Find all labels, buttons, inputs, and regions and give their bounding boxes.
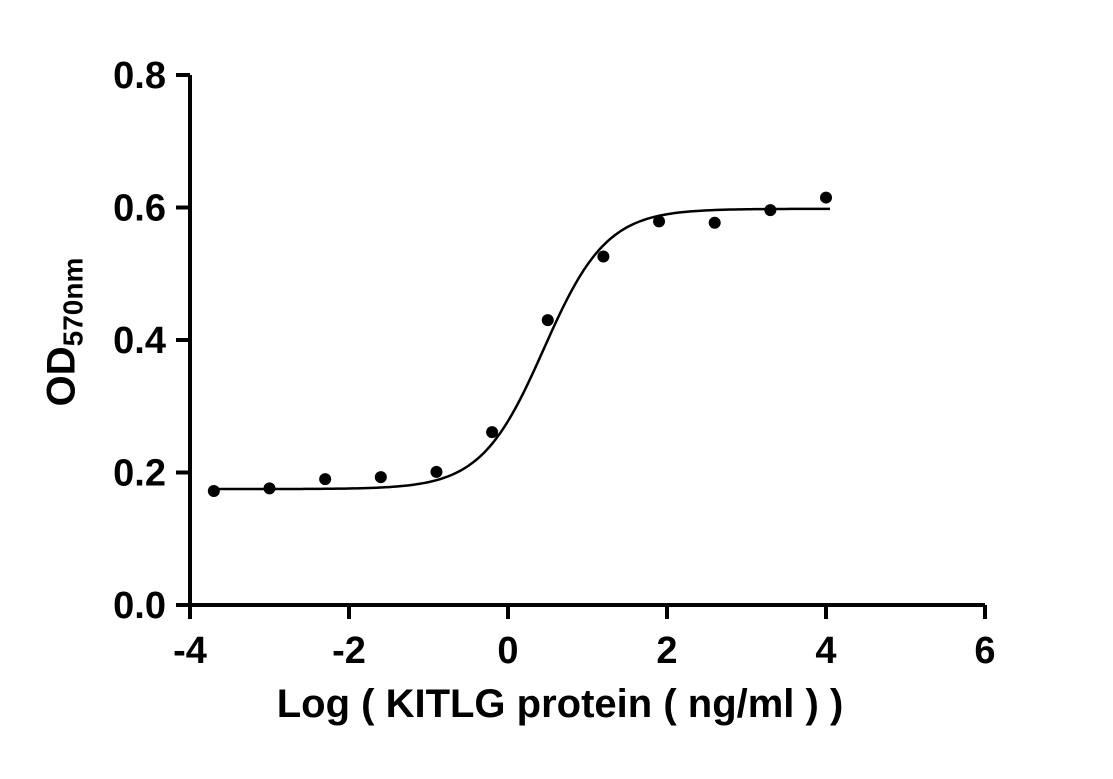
data-point <box>653 215 666 228</box>
data-point <box>319 473 332 486</box>
data-point <box>708 216 721 229</box>
x-tick-label: -4 <box>173 630 207 672</box>
data-point <box>597 250 610 263</box>
data-point <box>764 204 777 217</box>
y-axis-title: OD570nm <box>39 258 89 407</box>
data-point <box>541 314 554 327</box>
data-point <box>820 191 832 204</box>
y-tick-label: 0.6 <box>113 188 166 230</box>
x-tick-label: 6 <box>974 630 995 672</box>
data-point <box>374 471 387 484</box>
y-axis-title-sub: 570nm <box>57 257 89 347</box>
data-point <box>207 485 220 498</box>
fit-curve <box>213 207 830 491</box>
data-point <box>486 426 499 439</box>
x-axis-title: Log ( KITLG protein ( ng/ml ) ) <box>276 682 844 726</box>
data-point <box>263 482 276 495</box>
y-tick-label: 0.0 <box>113 585 166 627</box>
y-axis-title-main: OD <box>39 346 84 407</box>
x-tick-label: 2 <box>656 630 677 672</box>
data-point <box>430 465 443 478</box>
y-tick-label: 0.8 <box>113 55 166 97</box>
x-tick-label: -2 <box>332 630 366 672</box>
y-tick-label: 0.2 <box>113 453 166 495</box>
y-tick-label: 0.4 <box>113 320 166 362</box>
x-tick-label: 4 <box>815 630 836 672</box>
x-tick-label: 0 <box>497 630 518 672</box>
